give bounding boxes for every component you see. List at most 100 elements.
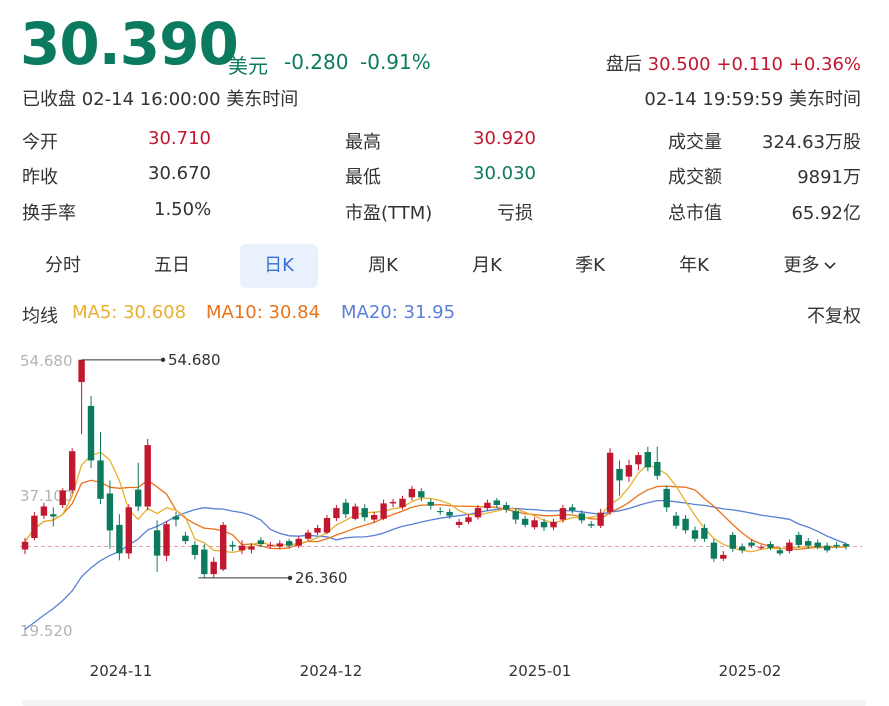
- candle-body: [682, 518, 689, 531]
- low-label: 最低: [345, 167, 381, 188]
- after-hours-quote: 盘后 30.500 +0.110 +0.36%: [606, 50, 861, 76]
- max-annotation-label: 54.680: [168, 351, 221, 369]
- candle-body: [767, 544, 774, 548]
- candle-body: [540, 521, 548, 528]
- turnover-label: 成交额: [668, 167, 722, 188]
- candle-body: [606, 452, 614, 512]
- candle-body: [371, 515, 378, 520]
- candle-body: [286, 541, 293, 546]
- tab-more[interactable]: 更多: [765, 244, 855, 288]
- candle-body: [352, 506, 359, 519]
- candle-body: [720, 554, 727, 559]
- candle-body: [503, 505, 510, 510]
- bottom-toolbar: [22, 700, 867, 706]
- candle-body: [465, 517, 472, 522]
- candle-body: [314, 528, 321, 533]
- candle-body: [87, 405, 95, 461]
- candle-body: [380, 503, 387, 519]
- pe-value: 亏损: [497, 203, 533, 224]
- candle-body: [710, 542, 718, 559]
- candle-body: [578, 513, 585, 521]
- candle-body: [229, 544, 236, 547]
- candle-body: [69, 451, 76, 491]
- candle-body: [446, 511, 453, 516]
- candle-body: [833, 544, 840, 547]
- candle-body: [493, 500, 500, 505]
- pe-label: 市盈(TTM): [345, 203, 433, 224]
- ma5-line: [24, 451, 847, 554]
- tab-monthly-k[interactable]: 月K: [472, 255, 502, 276]
- volume-value: 324.63万股: [762, 132, 861, 153]
- candle-body: [748, 542, 755, 546]
- candle-body: [172, 516, 180, 520]
- candle-body: [106, 493, 114, 531]
- after-hours-pct: +0.36%: [788, 54, 861, 75]
- tab-yearly-k[interactable]: 年K: [679, 255, 709, 276]
- y-tick-label: 54.680: [20, 352, 73, 370]
- chart-period-tabs: 分时 五日 日K 周K 月K 季K 年K 更多: [0, 244, 889, 290]
- min-annotation-label: 26.360: [295, 569, 348, 587]
- candle-body: [116, 524, 123, 554]
- candle-body: [125, 507, 132, 554]
- candle-body: [672, 515, 680, 526]
- turnover-rate-value: 1.50%: [154, 199, 212, 220]
- candle-body: [389, 501, 397, 504]
- price-change-pct: -0.91%: [360, 50, 431, 74]
- open-label: 今开: [22, 132, 58, 153]
- ma5-value: MA5: 30.608: [72, 302, 187, 323]
- low-value: 30.030: [473, 163, 536, 184]
- candle-body: [191, 544, 199, 555]
- candlestick-chart[interactable]: 54.680 37.100 19.520 54.680 26.360 2024-11 202…: [0, 340, 889, 686]
- candle-body: [220, 524, 227, 570]
- after-hours-price: 30.500: [647, 54, 711, 75]
- candle-body: [757, 547, 765, 549]
- candle-body: [59, 490, 66, 505]
- candle-body: [97, 460, 104, 499]
- candle-body: [823, 545, 831, 551]
- candle-body: [739, 546, 746, 551]
- candle-body: [276, 543, 283, 547]
- price-change: -0.280: [284, 50, 349, 74]
- candle-body: [21, 541, 29, 550]
- candle-body: [588, 524, 595, 526]
- candle-body: [31, 515, 38, 538]
- currency-label: 美元: [228, 54, 268, 78]
- candle-body: [663, 488, 670, 508]
- candle-body: [257, 540, 265, 545]
- candle-body: [361, 508, 368, 518]
- candle-body: [323, 518, 331, 533]
- price-adjust-toggle[interactable]: 不复权: [807, 306, 861, 327]
- candle-body: [531, 520, 538, 528]
- ma20-line: [24, 499, 847, 630]
- candle-body: [484, 502, 491, 509]
- candle-body: [654, 462, 661, 476]
- candle-body: [295, 538, 302, 546]
- ma-label: 均线: [22, 306, 58, 327]
- candle-body: [805, 541, 812, 546]
- last-price: 30.390: [20, 10, 239, 78]
- market-cap-label: 总市值: [668, 203, 722, 224]
- candle-body: [408, 488, 416, 498]
- high-label: 最高: [345, 132, 381, 153]
- candle-body: [248, 546, 255, 550]
- prev-close-value: 30.670: [148, 163, 211, 184]
- volume-label: 成交量: [668, 132, 722, 153]
- market-cap-value: 65.92亿: [791, 203, 861, 224]
- tab-five-day[interactable]: 五日: [154, 255, 190, 276]
- tab-quarterly-k[interactable]: 季K: [575, 255, 605, 276]
- x-tick-label: 2024-11: [90, 662, 153, 680]
- candle-body: [163, 524, 170, 556]
- candle-body: [691, 530, 699, 539]
- open-value: 30.710: [148, 128, 211, 149]
- x-tick-label: 2025-02: [719, 662, 782, 680]
- market-status: 已收盘 02-14 16:00:00 美东时间: [22, 89, 299, 110]
- max-annotation-dot: [160, 357, 166, 363]
- chevron-down-icon: [823, 244, 837, 288]
- tab-weekly-k[interactable]: 周K: [368, 255, 398, 276]
- candle-body: [238, 545, 246, 551]
- candle-body: [786, 542, 793, 551]
- candle-body: [512, 511, 519, 520]
- tab-daily-k[interactable]: 日K: [240, 244, 318, 288]
- candle-body: [701, 528, 708, 539]
- tab-intraday[interactable]: 分时: [45, 255, 81, 276]
